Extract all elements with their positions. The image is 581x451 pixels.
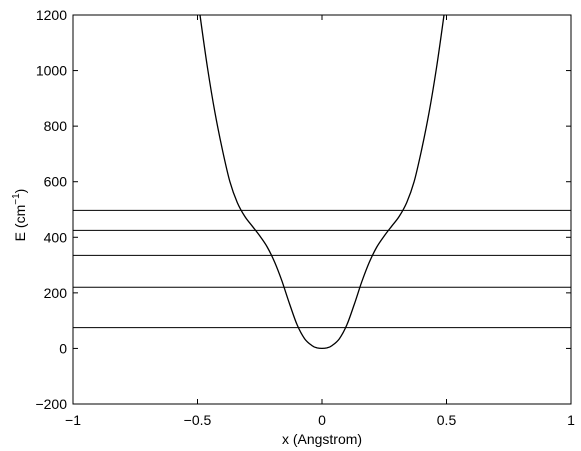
y-tick-label: 0 <box>59 340 67 356</box>
y-tick-label: 800 <box>44 118 68 134</box>
x-tick-label: −1 <box>65 412 81 428</box>
x-tick-label: −0.5 <box>184 412 212 428</box>
y-tick-label: 1000 <box>36 63 67 79</box>
x-tick-label: 1 <box>567 412 575 428</box>
x-tick-label: 0.5 <box>437 412 457 428</box>
potential-curve <box>199 14 445 350</box>
y-axis-label-superscript: −1 <box>11 193 22 205</box>
y-tick-label: 200 <box>44 285 68 301</box>
y-tick-label: 1200 <box>36 7 67 23</box>
x-tick-label: 0 <box>318 412 326 428</box>
plot-area <box>72 14 572 405</box>
x-axis-label: x (Angstrom) <box>282 431 362 447</box>
y-tick-label: 400 <box>44 229 68 245</box>
y-axis-label-close: ) <box>12 189 28 194</box>
y-tick-label: −200 <box>35 396 67 412</box>
y-axis-label: E (cm−1) <box>11 189 28 242</box>
y-tick-label: 600 <box>44 174 68 190</box>
